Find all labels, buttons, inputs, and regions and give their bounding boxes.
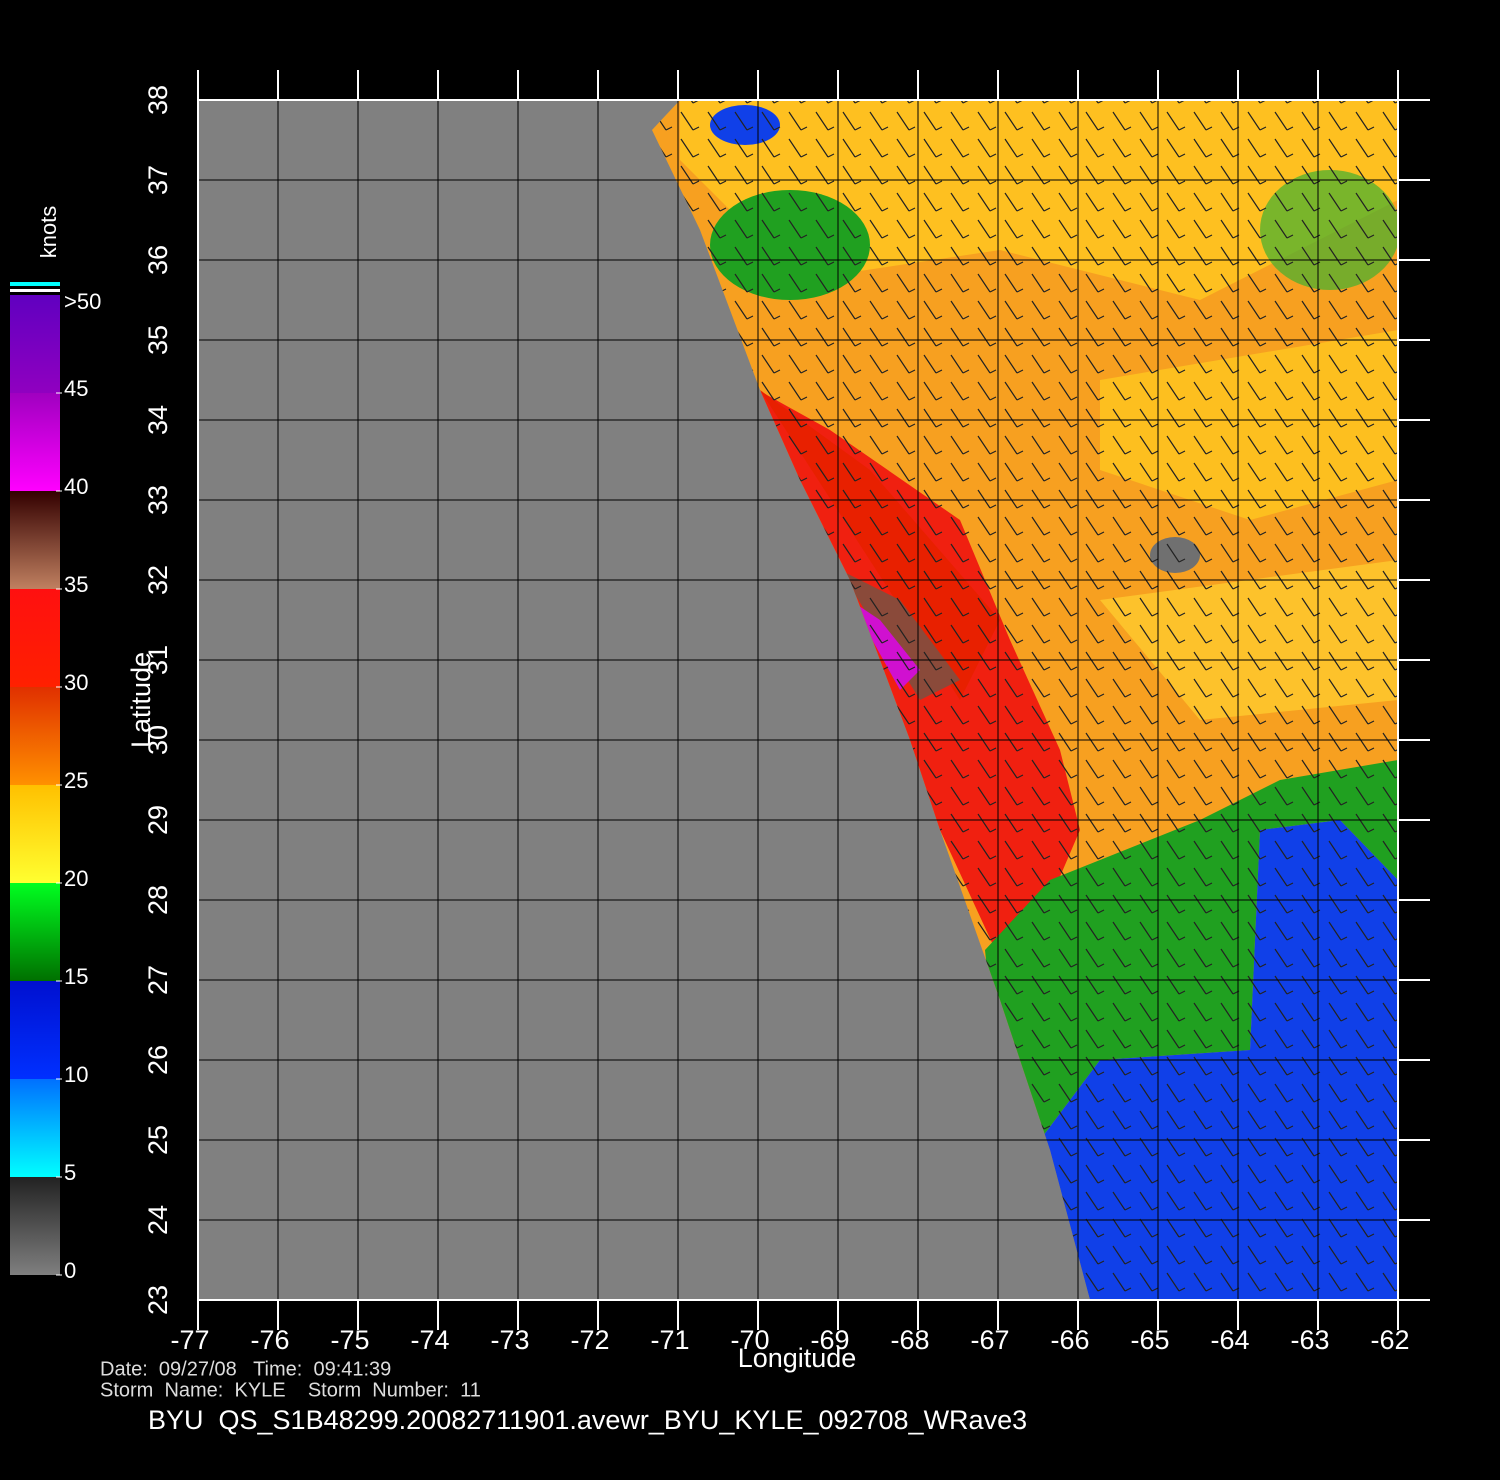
x-tick-label: -65 (1130, 1325, 1169, 1355)
x-tick-label: -67 (970, 1325, 1009, 1355)
y-tick-label: 28 (143, 885, 173, 915)
y-tick-label: 33 (143, 485, 173, 515)
x-tick-label: -64 (1210, 1325, 1249, 1355)
y-tick-label: 35 (143, 325, 173, 355)
y-tick-label: 31 (143, 645, 173, 675)
colorbar-label: 20 (64, 866, 88, 891)
y-tick-label: 34 (143, 405, 173, 435)
x-tick-label: -62 (1370, 1325, 1409, 1355)
colorbar-label: 0 (64, 1258, 76, 1283)
x-axis-label: Longitude (738, 1343, 857, 1373)
storm-line: Storm Name: KYLE Storm Number: 11 (100, 1379, 481, 1401)
x-tick-label: -68 (890, 1325, 929, 1355)
x-tick-label: -75 (330, 1325, 369, 1355)
y-tick-label: 25 (143, 1125, 173, 1155)
x-tick-label: -73 (490, 1325, 529, 1355)
colorbar-cap (10, 289, 60, 292)
y-tick-label: 27 (143, 965, 173, 995)
y-axis-label: Latitude (126, 652, 156, 748)
x-tick-label: -74 (410, 1325, 449, 1355)
y-tick-label: 29 (143, 805, 173, 835)
y-tick-label: 32 (143, 565, 173, 595)
colorbar-label: 25 (64, 768, 88, 793)
colorbar-label: 10 (64, 1062, 88, 1087)
y-tick-label: 37 (143, 165, 173, 195)
x-tick-label: -72 (570, 1325, 609, 1355)
product-title: BYU QS_S1B48299.20082711901.avewr_BYU_KY… (148, 1405, 1027, 1435)
colorbar-label: 45 (64, 376, 88, 401)
y-tick-label: 30 (143, 725, 173, 755)
date-line: Date: 09/27/08 Time: 09:41:39 (100, 1358, 391, 1380)
graticule (197, 99, 1399, 1301)
colorbar-cap (10, 282, 60, 286)
colorbar-top-label: >50 (64, 289, 101, 314)
x-tick-label: -69 (810, 1325, 849, 1355)
y-tick-label: 24 (143, 1205, 173, 1235)
colorbar-label: 30 (64, 670, 88, 695)
y-tick-label: 26 (143, 1045, 173, 1075)
x-tick-label: -76 (250, 1325, 289, 1355)
x-tick-label: -63 (1290, 1325, 1329, 1355)
x-tick-label: -70 (730, 1325, 769, 1355)
colorbar-label: 40 (64, 474, 88, 499)
y-tick-label: 23 (143, 1285, 173, 1315)
colorbar-label: 15 (64, 964, 88, 989)
y-tick-label: 38 (143, 85, 173, 115)
y-tick-label: 36 (143, 245, 173, 275)
x-tick-label: -71 (650, 1325, 689, 1355)
colorbar-label: 35 (64, 572, 88, 597)
plot-frame (197, 99, 1399, 1301)
x-tick-label: -77 (170, 1325, 209, 1355)
x-tick-label: -66 (1050, 1325, 1089, 1355)
colorbar (10, 295, 60, 1275)
colorbar-unit: knots (36, 206, 61, 259)
colorbar-label: 5 (64, 1160, 76, 1185)
